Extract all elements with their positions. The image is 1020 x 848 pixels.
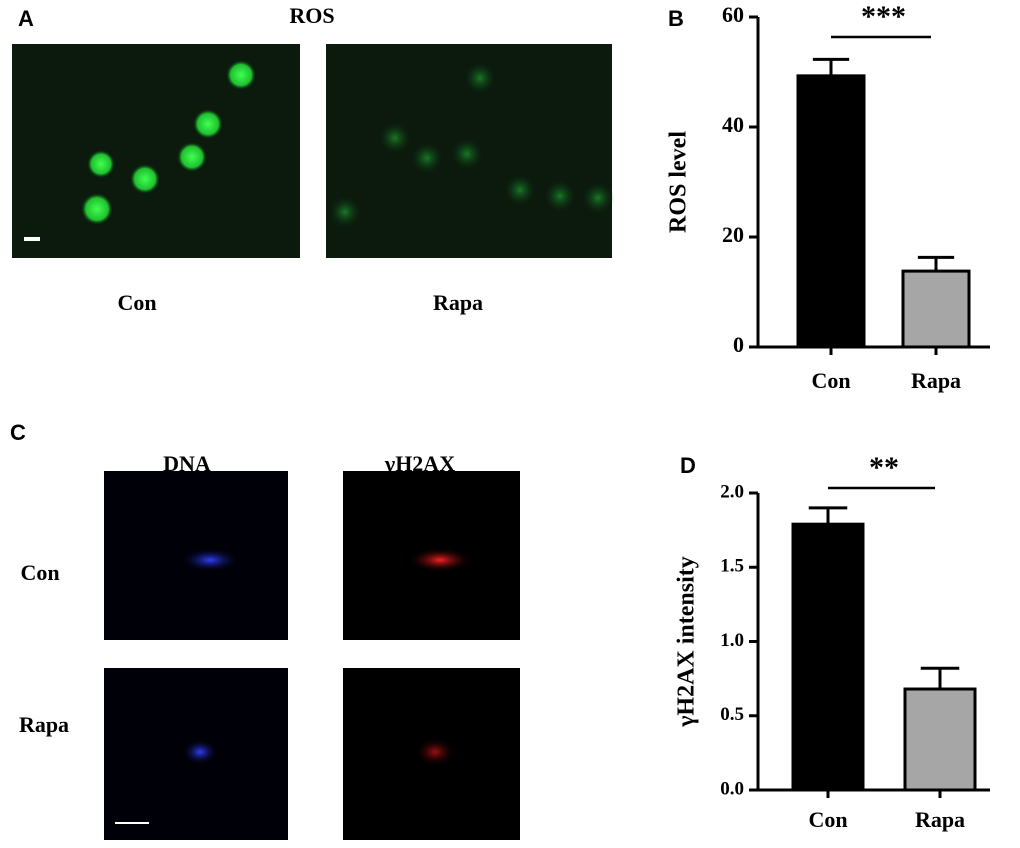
y-tick-label: 60: [722, 2, 744, 27]
panel-letter: B: [668, 6, 684, 31]
y-tick-label: 20: [722, 222, 744, 247]
significance: **: [869, 451, 899, 484]
y-tick-label: 0: [733, 332, 744, 357]
panel-title: ROS: [289, 3, 334, 28]
x-tick-label: Rapa: [915, 807, 965, 832]
error-bar: [808, 506, 848, 525]
bar: [791, 522, 865, 792]
row-label: Rapa: [19, 712, 69, 737]
y-axis-label: γH2AX intensity: [674, 556, 700, 728]
micrograph: [326, 44, 614, 258]
bar: [796, 74, 866, 349]
x-tick-label: Rapa: [911, 368, 961, 393]
y-tick-label: 2.0: [720, 481, 744, 502]
y-tick-label: 0.5: [720, 704, 744, 725]
x-tick-label: Con: [808, 807, 847, 832]
error-bar: [812, 57, 850, 76]
bar: [901, 269, 971, 349]
image-caption: Rapa: [433, 290, 483, 315]
panel-letter: C: [10, 420, 26, 445]
image-caption: Con: [117, 290, 156, 315]
row-label: Con: [20, 560, 59, 585]
y-axis-label: ROS level: [666, 131, 692, 233]
y-tick-label: 1.5: [720, 556, 744, 577]
bar: [903, 687, 977, 792]
significance: ***: [861, 0, 906, 33]
error-bar: [920, 666, 960, 690]
y-tick-label: 1.0: [720, 630, 744, 651]
y-tick-label: 40: [722, 112, 744, 137]
panel-letter: D: [680, 453, 696, 478]
micrograph: [12, 44, 300, 258]
error-bar: [917, 255, 955, 272]
panel-letter: A: [18, 6, 34, 31]
y-tick-label: 0.0: [720, 778, 744, 799]
micrograph: [104, 471, 520, 840]
x-tick-label: Con: [811, 368, 850, 393]
